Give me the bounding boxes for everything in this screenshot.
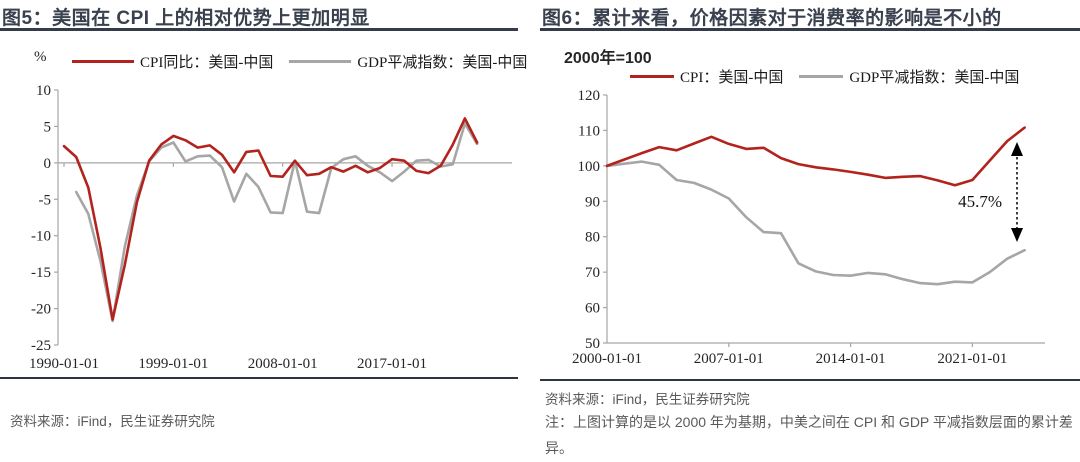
svg-text:2014-01-01: 2014-01-01 — [816, 351, 886, 367]
figure-5-title-rule — [0, 28, 518, 31]
figure-5: 图5：美国在 CPI 上的相对优势上更加明显 % CPI同比：美国-中国 GDP… — [0, 0, 527, 461]
svg-text:-25: -25 — [31, 338, 51, 354]
svg-text:-15: -15 — [31, 265, 51, 281]
svg-text:50: 50 — [585, 336, 600, 352]
red-line-swatch — [72, 60, 134, 63]
svg-text:120: 120 — [578, 88, 601, 104]
gray-line-swatch — [289, 60, 352, 63]
figure-6-source: 资料来源：iFind，民生证券研究院 — [545, 392, 750, 407]
svg-text:45.7%: 45.7% — [958, 192, 1002, 211]
figure-6-title: 图6：累计来看，价格因素对于消费率的影响是不小的 — [542, 8, 1002, 29]
svg-text:100: 100 — [578, 159, 601, 175]
svg-text:2021-01-01: 2021-01-01 — [937, 351, 1007, 367]
figure-5-unit-label: % — [34, 49, 47, 65]
svg-text:1999-01-01: 1999-01-01 — [138, 356, 208, 372]
legend-item-cpi: CPI：美国-中国 — [630, 66, 783, 87]
svg-text:0: 0 — [44, 156, 52, 172]
svg-text:2008-01-01: 2008-01-01 — [248, 356, 318, 372]
legend-label-cpi: CPI：美国-中国 — [680, 70, 784, 86]
figure-6-bottom-rule — [540, 379, 1080, 381]
legend-item-gdp-deflator: GDP平减指数：美国-中国 — [289, 51, 527, 72]
svg-text:2007-01-01: 2007-01-01 — [694, 351, 764, 367]
figure-6-legend: CPI：美国-中国 GDP平减指数：美国-中国 — [630, 66, 1035, 87]
svg-text:2000-01-01: 2000-01-01 — [572, 351, 642, 367]
svg-text:1990-01-01: 1990-01-01 — [29, 356, 99, 372]
figure-5-chart: 10 5 0 -5 -10 -15 -20 -25 1990-01-01 1999-01-01 20… — [29, 85, 512, 372]
figure-6-note: 注：上图计算的是以 2000 年为基期，中美之间在 CPI 和 GDP 平减指数… — [545, 414, 1073, 456]
svg-text:-5: -5 — [39, 192, 52, 208]
svg-text:110: 110 — [578, 123, 600, 139]
svg-text:90: 90 — [585, 194, 600, 210]
svg-text:80: 80 — [585, 230, 600, 246]
svg-text:2017-01-01: 2017-01-01 — [357, 356, 427, 372]
figure-5-source: 资料来源：iFind，民生证券研究院 — [10, 414, 215, 429]
svg-text:10: 10 — [36, 85, 51, 99]
figure-5-title: 图5：美国在 CPI 上的相对优势上更加明显 — [2, 8, 370, 29]
svg-text:60: 60 — [585, 301, 600, 317]
svg-text:5: 5 — [44, 119, 52, 135]
legend-item-cpi-yoy: CPI同比：美国-中国 — [72, 51, 273, 72]
legend-label-cpi-yoy: CPI同比：美国-中国 — [140, 55, 274, 71]
legend-item-gdp-deflator: GDP平减指数：美国-中国 — [799, 66, 1019, 87]
figure-6-base-index-label: 2000年=100 — [564, 50, 652, 67]
figure-6: 图6：累计来看，价格因素对于消费率的影响是不小的 2000年=100 CPI：美… — [540, 0, 1080, 461]
legend-label-gdp-deflator: GDP平减指数：美国-中国 — [849, 70, 1020, 86]
figure-6-title-rule — [540, 28, 1080, 31]
figure-5-bottom-rule — [0, 377, 518, 379]
gray-line-swatch — [799, 75, 844, 78]
legend-label-gdp-deflator: GDP平减指数：美国-中国 — [357, 55, 528, 71]
figure-5-legend: CPI同比：美国-中国 GDP平减指数：美国-中国 — [72, 51, 543, 72]
svg-text:70: 70 — [585, 265, 600, 281]
svg-text:-10: -10 — [31, 229, 51, 245]
svg-text:-20: -20 — [31, 302, 51, 318]
red-line-swatch — [630, 75, 674, 78]
